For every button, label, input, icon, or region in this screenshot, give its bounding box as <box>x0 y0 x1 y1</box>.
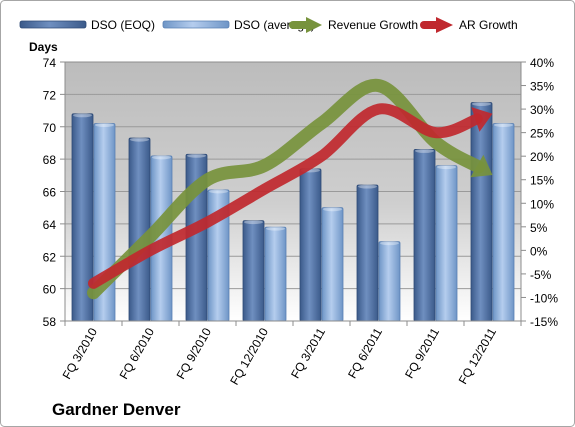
bar-dso-average-cap <box>266 226 285 231</box>
bar-dso-eoq-cap <box>244 220 263 225</box>
bar-dso-eoq <box>128 137 151 322</box>
revenue-growth-line-arrowhead <box>470 154 493 178</box>
y2-tick-label: 30% <box>530 103 554 117</box>
bar-dso-average-cap <box>209 189 228 194</box>
y2-tick-label: -10% <box>530 291 558 305</box>
y2-tick-label: 20% <box>530 150 554 164</box>
company-name: Gardner Denver <box>52 400 181 419</box>
y-tick-label: 68 <box>43 153 57 167</box>
bar-dso-eoq-cap <box>472 101 491 106</box>
y2-tick-label: 10% <box>530 197 554 211</box>
y-tick-label: 74 <box>43 56 57 70</box>
y2-tick-label: 25% <box>530 127 554 141</box>
y-tick-label: 62 <box>43 250 57 264</box>
y-tick-label: 64 <box>43 218 57 232</box>
growth-lines <box>87 79 493 300</box>
legend-label-ar-growth: AR Growth <box>459 18 518 32</box>
y-tick-label: 60 <box>43 283 57 297</box>
legend-label-dso-eoq: DSO (EOQ) <box>91 18 155 32</box>
bar-dso-eoq <box>299 168 322 322</box>
bar-dso-average <box>378 241 401 322</box>
bar-dso-average-cap <box>152 155 171 160</box>
bar-dso-eoq <box>470 102 493 322</box>
y2-tick-label: -5% <box>530 268 552 282</box>
left-axis-ticks: 58 60 62 64 66 68 70 72 74 <box>43 56 65 329</box>
legend-swatch-revenue-growth <box>289 17 322 33</box>
legend: DSO (EOQ) DSO (average) Revenue Growth A… <box>19 17 518 33</box>
y-tick-label: 70 <box>43 121 57 135</box>
bar-dso-eoq-cap <box>415 148 434 153</box>
y-axis-title: Days <box>29 40 58 54</box>
bar-dso-eoq <box>413 149 436 322</box>
bar-dso-eoq-cap <box>187 153 206 158</box>
bar-dso-average <box>264 226 287 322</box>
bar-dso-eoq-cap <box>358 184 377 189</box>
y2-tick-label: 0% <box>530 244 548 258</box>
y-tick-label: 66 <box>43 186 57 200</box>
y2-tick-label: -15% <box>530 315 558 329</box>
bar-dso-eoq <box>356 184 379 322</box>
y-tick-label: 58 <box>43 315 57 329</box>
bar-dso-average <box>321 207 344 322</box>
bar-dso-average-cap <box>437 165 456 170</box>
legend-label-revenue-growth: Revenue Growth <box>328 18 418 32</box>
bar-dso-eoq-cap <box>130 137 149 142</box>
y2-tick-label: 40% <box>530 56 554 70</box>
bar-dso-average-cap <box>380 241 399 246</box>
right-axis-ticks: -15% -10% -5% 0% 5% 10% 15% 20% 25% 30% 35% 40% <box>521 56 558 329</box>
ar-growth-line-arrowhead <box>471 107 493 132</box>
y2-tick-label: 15% <box>530 174 554 188</box>
bar-dso-eoq-cap <box>73 113 92 118</box>
bar-dso-average-cap <box>494 123 513 128</box>
y2-tick-label: 35% <box>530 80 554 94</box>
bar-dso-average <box>492 123 515 322</box>
bar-dso-average-cap <box>323 207 342 212</box>
bar-dso-average-cap <box>95 123 114 128</box>
y2-tick-label: 5% <box>530 221 548 235</box>
ar-growth-line <box>88 103 483 289</box>
legend-swatch-dso-eoq <box>19 20 87 29</box>
bar-dso-eoq <box>242 220 265 322</box>
bar-dso-average <box>435 165 458 322</box>
legend-swatch-ar-growth <box>420 17 453 33</box>
legend-swatch-dso-average <box>162 20 230 29</box>
y-tick-label: 72 <box>43 88 57 102</box>
